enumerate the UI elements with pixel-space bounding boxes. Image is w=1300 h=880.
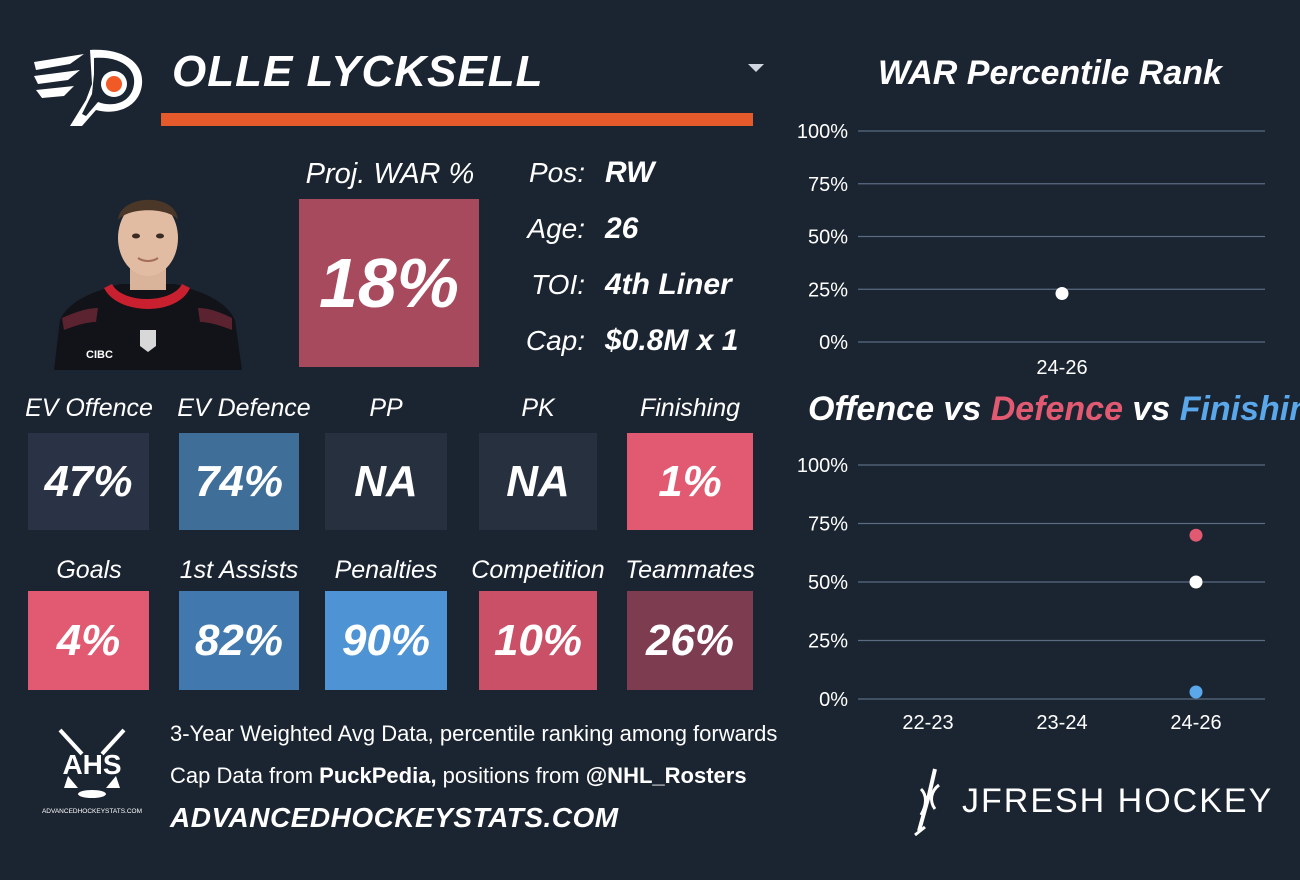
stat-box-teammates: 26% (627, 591, 753, 690)
jfresh-brand: JFRESH HOCKEY (962, 782, 1274, 820)
chart2-title-part: vs (1122, 390, 1180, 428)
info-value-age: 26 (605, 212, 639, 245)
y-tick-label: 25% (808, 279, 848, 301)
stat-box-ev-offence: 47% (28, 433, 149, 530)
svg-text:AHS: AHS (62, 749, 121, 780)
stat-label-1st-assists: 1st Assists (179, 556, 299, 584)
stat-label-goals: Goals (56, 556, 122, 584)
stat-box-1st-assists: 82% (179, 591, 299, 690)
y-tick-label: 75% (808, 514, 848, 536)
y-tick-label: 0% (819, 689, 848, 711)
info-value-toi: 4th Liner (605, 268, 732, 301)
stat-box-pp: NA (325, 433, 447, 530)
jfresh-logo-icon (905, 765, 953, 837)
player-name: OLLE LYCKSELL (172, 47, 544, 96)
data-point (1189, 575, 1203, 589)
war-percentile-chart: 100% 75% 50% 25% 0% 24-26 (797, 121, 1265, 379)
info-label-cap: Cap: (525, 325, 585, 356)
info-label-pos: Pos: (528, 157, 585, 188)
stat-box-ev-defence: 74% (179, 433, 299, 530)
info-value-pos: RW (605, 156, 655, 189)
chart2-title-part: Finishing (1179, 390, 1300, 428)
info-label-toi: TOI: (531, 269, 585, 300)
chart2-title-part: vs (933, 390, 991, 428)
offence-defence-finishing-chart: 100% 75% 50% 25% 0% 22-23 23-24 24-26 (797, 455, 1265, 734)
name-underline (161, 113, 753, 126)
stat-box-penalties: 90% (325, 591, 447, 690)
stat-label-pk: PK (521, 394, 555, 422)
chart1-title: WAR Percentile Rank (878, 54, 1222, 92)
stat-label-finishing: Finishing (639, 394, 741, 422)
stat-box-goals: 4% (28, 591, 149, 690)
stat-label-penalties: Penalties (334, 556, 438, 584)
y-tick-label: 25% (808, 631, 848, 653)
y-tick-label: 100% (797, 455, 848, 477)
y-tick-label: 100% (797, 121, 848, 143)
stat-box-finishing: 1% (627, 433, 753, 530)
x-tick-label: 24-26 (1036, 357, 1087, 379)
stat-label-pp: PP (369, 394, 403, 422)
stat-box-pk: NA (479, 433, 597, 530)
footer-site-link[interactable]: ADVANCEDHOCKEYSTATS.COM (170, 802, 619, 833)
footer-note-sources: Cap Data from PuckPedia, positions from … (170, 763, 747, 788)
proj-war-label: Proj. WAR % (305, 158, 475, 190)
info-label-age: Age: (527, 213, 585, 244)
data-point (1055, 286, 1069, 300)
y-tick-label: 0% (819, 332, 848, 354)
footer-note-data: 3-Year Weighted Avg Data, percentile ran… (170, 721, 778, 746)
y-tick-label: 75% (808, 174, 848, 196)
proj-war-value: 18% (299, 199, 479, 367)
player-headshot: CIBC (40, 180, 255, 370)
chart2-title-part: Offence (808, 390, 934, 428)
stat-label-teammates: Teammates (625, 556, 755, 584)
y-tick-label: 50% (808, 572, 848, 594)
x-tick-label: 23-24 (1036, 712, 1087, 734)
svg-text:ADVANCEDHOCKEYSTATS.COM: ADVANCEDHOCKEYSTATS.COM (42, 808, 142, 815)
chart2-title-part: Defence (990, 390, 1123, 428)
x-tick-label: 24-26 (1170, 712, 1221, 734)
x-tick-label: 22-23 (902, 712, 953, 734)
y-tick-label: 50% (808, 227, 848, 249)
ahs-logo-icon: AHS ADVANCEDHOCKEYSTATS.COM (38, 724, 146, 820)
chevron-down-icon[interactable] (748, 64, 764, 72)
chart2-title: Offence vs Defence vs Finishing (808, 387, 1300, 431)
stat-box-competition: 10% (479, 591, 597, 690)
data-point (1189, 528, 1203, 542)
svg-text:CIBC: CIBC (86, 349, 113, 361)
stat-label-competition: Competition (471, 556, 605, 584)
info-value-cap: $0.8M x 1 (605, 324, 739, 357)
stat-label-ev-offence: EV Offence (25, 394, 153, 422)
flyers-logo-icon (30, 44, 148, 128)
stat-label-ev-defence: EV Defence (177, 394, 311, 422)
data-point (1189, 685, 1203, 699)
